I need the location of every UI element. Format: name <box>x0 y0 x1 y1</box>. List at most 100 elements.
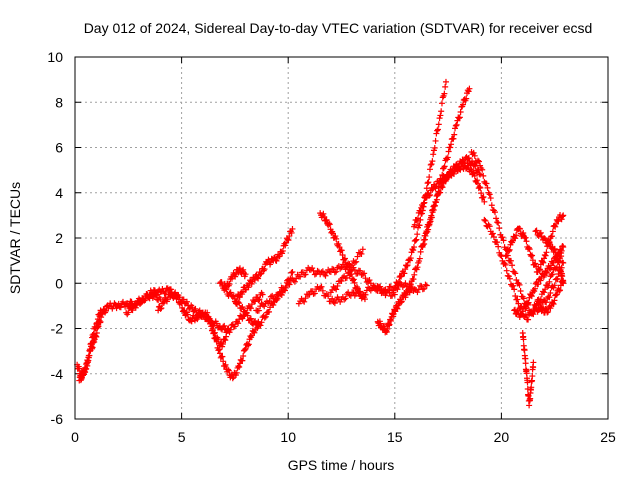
data-point-trace <box>132 304 139 311</box>
data-point-trace <box>212 335 219 342</box>
x-tick-label: 15 <box>387 429 403 445</box>
data-point-trace <box>539 258 546 265</box>
data-point <box>436 115 443 122</box>
data-point-trace <box>422 194 429 201</box>
data-point-trace <box>342 295 349 302</box>
data-point-trace <box>507 257 514 264</box>
data-point-trace <box>410 247 417 254</box>
data-point-trace <box>261 314 268 321</box>
data-point-trace <box>162 289 169 296</box>
data-point-trace <box>537 300 544 307</box>
data-point-trace <box>151 287 158 294</box>
data-point-trace <box>496 225 503 232</box>
data-point-trace <box>192 305 199 312</box>
data-point <box>460 101 467 108</box>
data-point-trace <box>519 311 526 318</box>
data-point-trace <box>154 291 161 298</box>
data-point-trace <box>239 304 246 311</box>
data-point-trace <box>389 292 396 299</box>
data-point-trace <box>320 210 327 217</box>
series-sat-track-17 <box>419 154 484 251</box>
data-point-trace <box>457 109 464 116</box>
data-point-trace <box>353 258 360 265</box>
data-point-trace <box>255 296 262 303</box>
data-point <box>246 316 253 323</box>
data-point-trace <box>222 337 229 344</box>
series-sat-track-21 <box>511 242 567 321</box>
data-point-trace <box>490 233 497 240</box>
data-point-trace <box>86 346 93 353</box>
y-tick-label: -2 <box>51 321 64 337</box>
data-point <box>532 302 539 309</box>
data-point <box>404 262 411 269</box>
data-point-trace <box>516 281 523 288</box>
series-sat-track-2 <box>76 307 104 384</box>
data-point-trace <box>535 281 542 288</box>
data-point-trace <box>357 288 364 295</box>
data-point-trace <box>184 311 191 318</box>
data-point-trace <box>540 259 547 266</box>
data-point <box>474 180 481 187</box>
data-point-trace <box>257 322 264 329</box>
series-sat-track-8 <box>216 265 249 292</box>
series-sat-track-11 <box>317 210 368 303</box>
data-point-trace <box>434 127 441 134</box>
data-point-trace <box>438 108 445 115</box>
x-tick-label: 20 <box>494 429 510 445</box>
data-point <box>238 305 245 312</box>
data-point <box>359 271 366 278</box>
data-point-trace <box>427 218 434 225</box>
data-point-trace <box>554 276 561 283</box>
data-point-trace <box>514 296 521 303</box>
data-point-trace <box>438 100 445 107</box>
data-point-trace <box>463 95 470 102</box>
data-point-trace <box>414 215 421 222</box>
data-point-trace <box>354 285 361 292</box>
data-point-trace <box>524 300 531 307</box>
data-point-trace <box>318 283 325 290</box>
data-point <box>511 268 518 275</box>
data-point <box>257 271 264 278</box>
data-point-trace <box>551 297 558 304</box>
data-point-trace <box>547 289 554 296</box>
data-point-trace <box>532 260 539 267</box>
series-sat-track-13 <box>374 283 415 336</box>
data-point-trace <box>261 266 268 273</box>
data-point <box>560 244 567 251</box>
data-point-trace <box>555 218 562 225</box>
y-tick-label: -4 <box>51 366 64 382</box>
data-point-trace <box>427 161 434 168</box>
data-point-trace <box>218 279 225 286</box>
data-point-trace <box>93 329 100 336</box>
data-point-trace <box>412 237 419 244</box>
data-point <box>547 305 554 312</box>
data-point-trace <box>351 259 358 266</box>
data-point-trace <box>477 184 484 191</box>
data-point <box>317 284 324 291</box>
data-point-trace <box>339 251 346 258</box>
data-point-trace <box>258 319 265 326</box>
data-point-trace <box>417 248 424 255</box>
data-point-trace <box>426 192 433 199</box>
data-point-trace <box>430 207 437 214</box>
data-point-trace <box>219 353 226 360</box>
data-point-trace <box>448 141 455 148</box>
data-point-trace <box>431 202 438 209</box>
data-point-trace <box>512 235 519 242</box>
data-point-trace <box>537 277 544 284</box>
data-point-trace <box>425 179 432 186</box>
data-point-trace <box>338 247 345 254</box>
data-point-trace <box>545 282 552 289</box>
data-point-trace <box>480 172 487 179</box>
data-point-trace <box>525 299 532 306</box>
data-point <box>423 282 430 289</box>
chart-title: Day 012 of 2024, Sidereal Day-to-day VTE… <box>84 20 593 36</box>
data-point-trace <box>442 83 449 90</box>
data-point-trace <box>525 244 532 251</box>
data-point <box>359 246 366 253</box>
data-point-trace <box>520 230 527 237</box>
data-point <box>543 268 550 275</box>
data-point-trace <box>531 285 538 292</box>
data-point-trace <box>536 299 543 306</box>
data-point-trace <box>476 158 483 165</box>
